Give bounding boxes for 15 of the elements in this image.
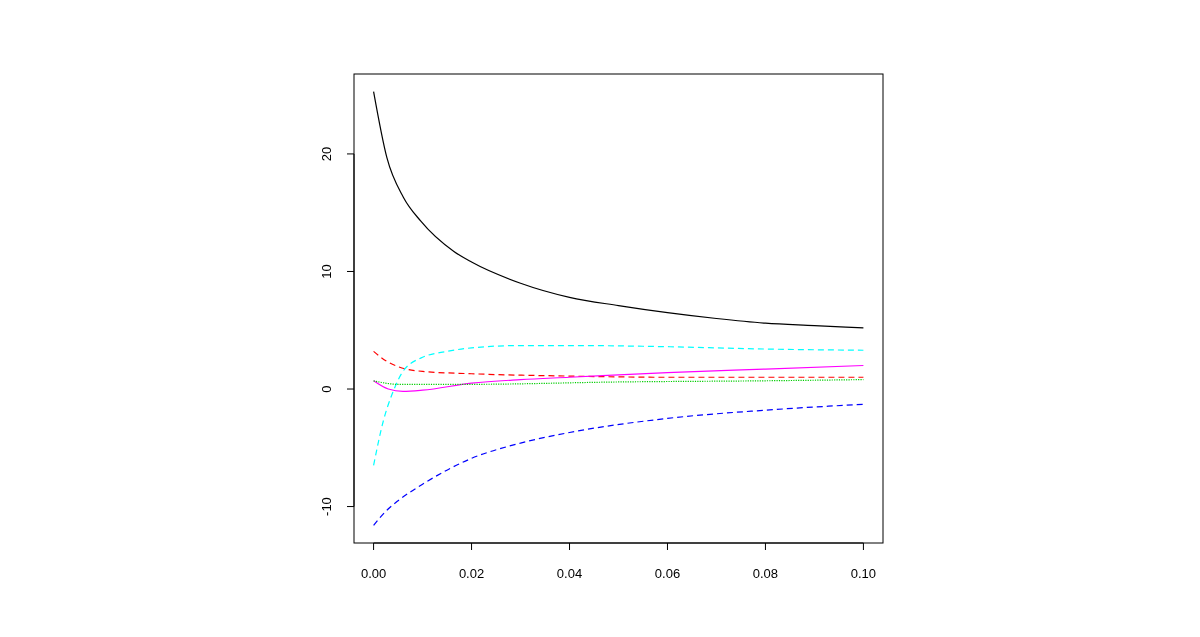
line-series xyxy=(372,91,865,329)
x-tick-label: 0.08 xyxy=(752,566,779,581)
x-tick-label: 0.04 xyxy=(556,566,583,581)
x-tick-label: 0.10 xyxy=(850,566,877,581)
line-series xyxy=(372,364,865,392)
line-series xyxy=(372,350,865,378)
y-tick-label: 0 xyxy=(318,385,334,393)
y-tick-label: 20 xyxy=(318,146,334,162)
line-series xyxy=(372,403,865,526)
x-tick-label: 0.06 xyxy=(654,566,681,581)
y-tick-label: 10 xyxy=(318,264,334,279)
x-tick-label: 0.02 xyxy=(458,566,485,581)
x-tick-label: 0.00 xyxy=(360,566,387,581)
y-tick-label: -10 xyxy=(318,497,334,516)
line-series xyxy=(372,344,865,467)
